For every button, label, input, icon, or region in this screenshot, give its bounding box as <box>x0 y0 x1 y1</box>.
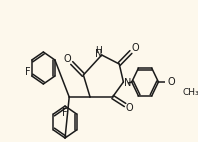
Text: H: H <box>95 45 102 55</box>
Text: F: F <box>25 67 30 77</box>
Text: O: O <box>125 103 133 113</box>
Text: N: N <box>124 78 131 88</box>
Text: N: N <box>95 49 102 59</box>
Text: O: O <box>167 77 175 87</box>
Text: CH₃: CH₃ <box>183 87 198 97</box>
Text: O: O <box>64 54 71 64</box>
Text: O: O <box>131 43 139 53</box>
Text: F: F <box>62 108 68 118</box>
